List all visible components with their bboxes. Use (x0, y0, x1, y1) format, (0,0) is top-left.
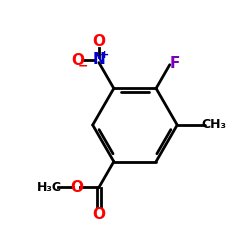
Text: O: O (70, 180, 83, 195)
Text: H₃C: H₃C (37, 181, 62, 194)
Text: CH₃: CH₃ (202, 118, 226, 132)
Text: O: O (71, 52, 84, 68)
Text: O: O (92, 34, 106, 49)
Text: O: O (92, 207, 106, 222)
Text: N: N (92, 52, 105, 67)
Text: +: + (100, 50, 109, 59)
Text: −: − (78, 59, 88, 72)
Text: F: F (170, 56, 180, 71)
